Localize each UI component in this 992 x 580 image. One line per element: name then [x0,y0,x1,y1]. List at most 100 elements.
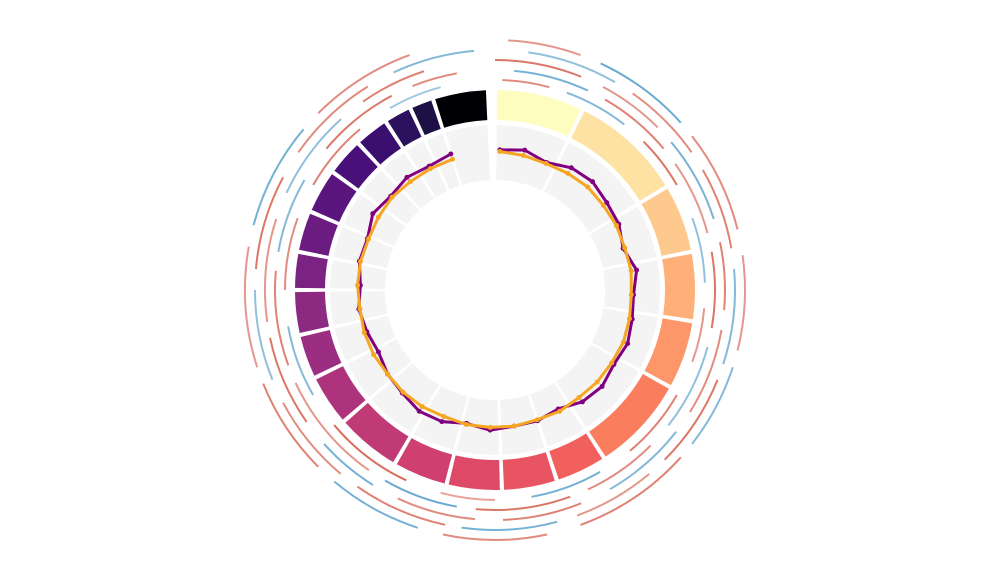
ideogram-segment [300,329,342,376]
track-background [589,206,657,268]
scatter-point [634,267,640,273]
heatmap-arc [494,59,582,78]
ideogram-segment [662,253,695,320]
heatmap-arc [609,430,678,491]
scatter-point [416,408,422,414]
heatmap-arc [602,86,659,129]
heatmap-arc [502,79,550,89]
scatter-point [370,211,376,217]
scatter-point [604,200,610,206]
heatmap-arc [674,163,709,234]
heatmap-arc [333,424,407,482]
heatmap-arc [600,62,682,124]
heatmap-arc [244,246,259,368]
heatmap-arc [317,54,410,114]
scatter-point [375,349,381,355]
ideogram-segment [295,291,329,333]
scatter-point [357,306,363,312]
ideogram-segment [387,109,422,147]
heatmap-arc [362,70,425,103]
heatmap-arc [254,289,274,381]
scatter-point [400,389,406,395]
scatter-point [389,194,395,200]
heatmap-arc [384,479,457,508]
heatmap-arc [528,51,616,84]
ideogram-segment [502,452,555,490]
heatmap-arc [397,497,476,521]
scatter-point [590,179,596,185]
ideogram-segment [334,145,378,189]
heatmap-arc [667,346,709,427]
scatter-point [404,174,410,180]
heatmap-arc [604,98,665,150]
heatmap-arc [294,382,370,472]
heatmap-arc [566,91,625,126]
track-background [530,382,584,447]
heatmap-arc [323,443,374,486]
heatmap-arc [285,118,342,194]
ideogram-segment [316,366,366,420]
ideogram-segment [311,174,357,222]
heatmap-arc [663,379,719,461]
scatter-point [522,147,528,153]
heatmap-arc [576,473,650,517]
heatmap-arc [691,366,734,445]
scatter-point [450,156,456,162]
scatter-point [626,316,632,322]
heatmap-arc [287,326,315,396]
ideogram-segment [435,90,488,128]
scatter-point [621,339,627,345]
heatmap-arc [440,491,496,501]
scatter-point [628,268,634,274]
heatmap-arc [442,533,548,541]
scatter-point [385,371,391,377]
track-background [445,125,491,186]
scatter-point [599,383,605,389]
heatmap-arc [722,268,736,365]
scatter-point [419,404,425,410]
scatter-point [557,408,563,414]
ideogram-segment [589,373,669,457]
ideogram-segment [641,188,691,256]
scatter-point [487,424,493,430]
heatmap-arc [587,444,652,491]
track-background [347,339,412,397]
heatmap-arc [282,402,342,475]
scatter-point [441,413,447,419]
heatmap-arc [701,169,733,249]
scatter-point [427,166,433,172]
scatter-point [439,419,445,425]
scatter-point [568,165,574,171]
heatmap-arc [393,49,475,74]
scatter-point [576,394,582,400]
scatter-point [600,202,606,208]
scatter-point [628,292,634,298]
heatmap-arc [718,241,726,311]
scatter-point [625,341,631,347]
ideogram-segment [571,111,666,201]
heatmap-arc [412,72,457,87]
ideogram-segment [396,438,453,484]
heatmap-arc [475,495,571,511]
scatter-point [565,170,571,176]
scatter-point [511,423,517,429]
heatmap-arc [531,470,601,498]
heatmap-arc [333,480,419,529]
track-background [414,385,468,450]
scatter-point [497,148,503,154]
scatter-point [609,360,615,366]
heatmap-arc [284,217,299,291]
heatmap-arc [691,217,706,283]
scatter-point [534,417,540,423]
heatmap-arc [580,456,682,526]
heatmap-arc [269,337,308,423]
ideogram-segment [360,123,401,165]
track-background [555,344,639,428]
track-background [343,194,406,246]
scatter-point [371,352,377,358]
scatter-point [375,214,381,220]
ideogram-segment [412,100,441,136]
scatter-point [585,184,591,190]
ideogram-segment [299,213,338,256]
